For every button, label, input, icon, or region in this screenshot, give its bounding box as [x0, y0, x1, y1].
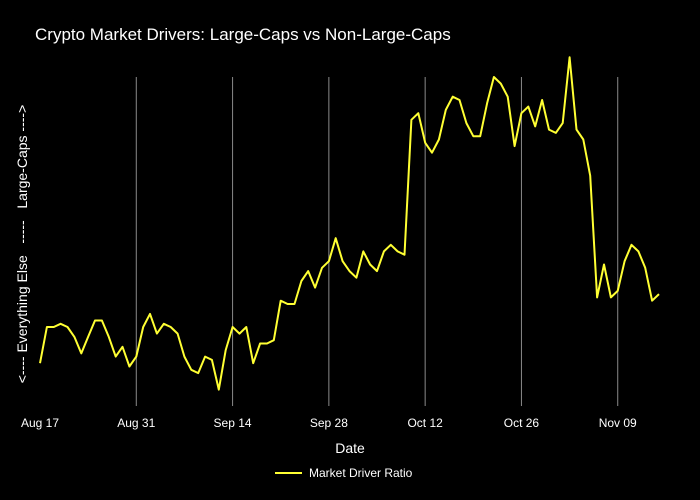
x-axis-title: Date [335, 440, 365, 456]
x-gridlines [135, 77, 619, 406]
x-tick-labels: Aug 17 Aug 31 Sep 14 Sep 28 Oct 12 Oct 26 Nov … [21, 416, 637, 430]
x-tick-label: Sep 14 [214, 416, 252, 430]
chart-title: Crypto Market Drivers: Large-Caps vs Non… [35, 25, 451, 44]
legend-label[interactable]: Market Driver Ratio [309, 466, 413, 480]
legend[interactable]: Market Driver Ratio [275, 466, 413, 480]
y-axis-title: <---- Everything Else ----- Large-Caps -… [14, 105, 30, 384]
x-tick-label: Aug 17 [21, 416, 59, 430]
x-tick-label: Sep 28 [310, 416, 348, 430]
series-line-market-driver-ratio [39, 56, 660, 391]
x-tick-label: Aug 31 [117, 416, 155, 430]
series-layer [39, 56, 660, 391]
x-tick-label: Oct 26 [504, 416, 540, 430]
x-tick-label: Oct 12 [407, 416, 443, 430]
x-tick-label: Nov 09 [599, 416, 637, 430]
